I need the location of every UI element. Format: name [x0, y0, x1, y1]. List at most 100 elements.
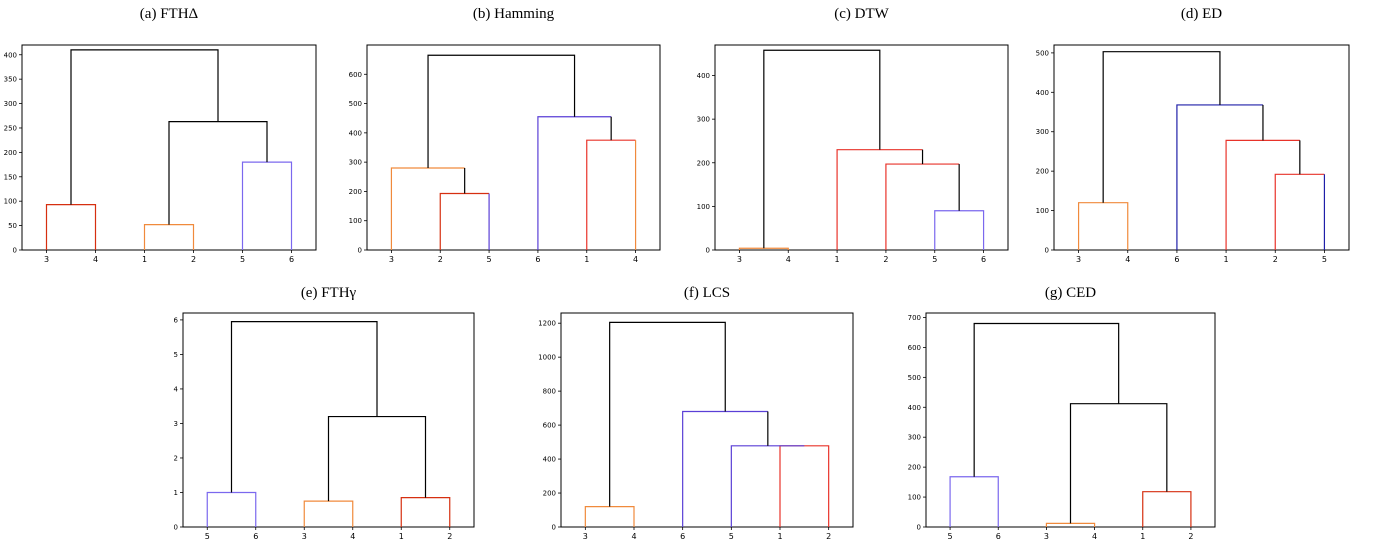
chart-title: (g) CED: [1045, 285, 1096, 301]
y-tick-label: 1: [174, 489, 178, 497]
dendrogram-panel-3: (d) ED 0 100 200 300 400 500 3 4 6 1 2 5: [1036, 6, 1350, 264]
chart-title: (b) Hamming: [473, 6, 555, 22]
y-tick-label: 0: [174, 524, 178, 532]
leaf-label: 6: [535, 255, 540, 264]
dendrogram-link: [427, 54, 576, 168]
dendrogram-link: [1176, 104, 1263, 250]
dendrogram-link: [682, 410, 768, 527]
dendrogram-link: [885, 163, 960, 250]
y-tick-label: 3: [174, 420, 178, 428]
chart-title: (c) DTW: [834, 6, 889, 22]
dendrogram-panel-2: (c) DTW 0 100 200 300 400 3 4 1 2 5 6: [697, 6, 1009, 264]
dendrogram-link: [400, 497, 451, 527]
leaf-label: 4: [786, 255, 791, 264]
y-tick-label: 600: [543, 422, 556, 430]
y-tick-label: 200: [4, 149, 17, 157]
dendrogram-link: [1142, 491, 1192, 527]
plot-frame: [21, 44, 317, 251]
y-tick-label: 300: [1036, 128, 1049, 136]
leaf-label: 1: [399, 532, 404, 539]
y-tick-label: 0: [358, 247, 362, 255]
dendrogram-link: [586, 139, 636, 250]
dendrogram-link: [1045, 522, 1096, 527]
leaf-label: 4: [93, 255, 98, 264]
dendrogram-link: [70, 49, 219, 205]
leaf-label: 6: [289, 255, 294, 264]
leaf-label: 2: [883, 255, 888, 264]
y-tick-label: 400: [1036, 89, 1049, 97]
leaf-label: 3: [302, 532, 307, 539]
leaf-label: 5: [729, 532, 734, 539]
leaf-label: 1: [1224, 255, 1229, 264]
dendrogram-panel-6: (g) CED 0 100 200 300 400 500 600 700 5 6 3 4 1 2: [908, 285, 1216, 539]
dendrogram-panel-1: (b) Hamming 0 100 200 300 400 500 600 3 2 5 6 1 4: [349, 6, 661, 264]
dendrogram-link: [763, 49, 881, 249]
y-tick-label: 400: [908, 404, 921, 412]
leaf-label: 1: [142, 255, 147, 264]
leaf-label: 3: [389, 255, 394, 264]
y-tick-label: 250: [4, 124, 17, 132]
dendrogram-link: [206, 491, 257, 527]
leaf-label: 1: [777, 532, 782, 539]
dendrogram-link: [537, 116, 612, 250]
y-tick-label: 0: [1045, 247, 1049, 255]
dendrogram-link: [609, 321, 726, 507]
y-tick-label: 100: [908, 494, 921, 502]
leaf-label: 5: [487, 255, 492, 264]
dendrogram-link: [1274, 173, 1325, 250]
y-tick-label: 200: [1036, 168, 1049, 176]
leaf-label: 6: [1174, 255, 1179, 264]
dendrogram-link: [1102, 51, 1221, 203]
dendrogram-link: [390, 167, 465, 250]
y-tick-label: 1200: [538, 320, 556, 328]
leaf-label: 3: [1076, 255, 1081, 264]
y-tick-label: 50: [8, 222, 17, 230]
leaf-label: 5: [1322, 255, 1327, 264]
dendrogram-link: [779, 445, 830, 527]
leaf-label: 3: [583, 532, 588, 539]
y-tick-label: 350: [4, 76, 17, 84]
chart-title: (a) FTHΔ: [140, 6, 199, 22]
leaf-label: 2: [1273, 255, 1278, 264]
dendrogram-link: [303, 500, 354, 527]
y-tick-label: 200: [908, 464, 921, 472]
leaf-label: 3: [44, 255, 49, 264]
plot-frame: [1053, 44, 1350, 251]
y-tick-label: 100: [4, 198, 17, 206]
dendrogram-link: [327, 415, 427, 502]
y-tick-label: 300: [4, 100, 17, 108]
dendrogram-link: [45, 204, 97, 250]
leaf-label: 5: [932, 255, 937, 264]
y-tick-label: 0: [706, 247, 710, 255]
leaf-label: 2: [191, 255, 196, 264]
y-tick-label: 200: [543, 490, 556, 498]
chart-title: (e) FTHγ: [301, 285, 357, 301]
y-tick-label: 150: [4, 173, 17, 181]
leaf-label: 4: [1125, 255, 1130, 264]
dendrogram-link: [836, 149, 923, 250]
dendrogram-link: [241, 161, 293, 250]
y-tick-label: 400: [349, 129, 362, 137]
y-tick-label: 300: [349, 159, 362, 167]
y-tick-label: 500: [1036, 49, 1049, 57]
leaf-label: 4: [350, 532, 355, 539]
chart-title: (f) LCS: [684, 285, 730, 301]
y-tick-label: 400: [4, 51, 17, 59]
y-tick-label: 800: [543, 388, 556, 396]
y-tick-label: 400: [543, 456, 556, 464]
y-tick-label: 400: [697, 72, 710, 80]
dendrogram-link: [1225, 139, 1300, 250]
dendrogram-link: [973, 322, 1120, 477]
y-tick-label: 600: [908, 344, 921, 352]
plot-frame: [366, 44, 661, 251]
dendrogram-link: [168, 121, 268, 225]
dendrogram-panel-0: (a) FTHΔ 0 50 100 150 200 250 300 350 400 3 4 1 2 5 6: [4, 6, 317, 264]
dendrogram-link: [1069, 403, 1168, 524]
leaf-label: 6: [680, 532, 685, 539]
y-tick-label: 700: [908, 314, 921, 322]
dendrogram-link: [143, 224, 195, 250]
y-tick-label: 4: [174, 385, 179, 393]
dendrogram-link: [230, 321, 378, 493]
leaf-label: 5: [948, 532, 953, 539]
leaf-label: 2: [1188, 532, 1193, 539]
